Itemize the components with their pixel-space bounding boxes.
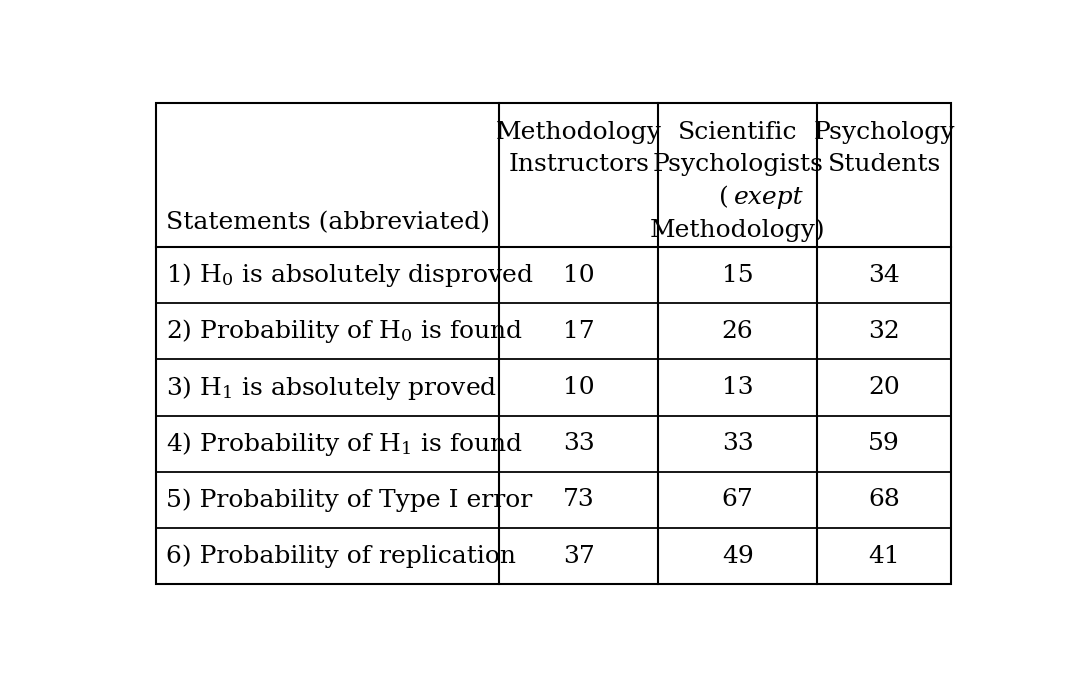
Text: 10: 10	[563, 376, 594, 399]
Text: 5) Probability of Type I error: 5) Probability of Type I error	[166, 488, 532, 512]
Text: 1) $\mathregular{H_0}$ is absolutely disproved: 1) $\mathregular{H_0}$ is absolutely dis…	[166, 261, 534, 289]
Text: exept: exept	[733, 186, 804, 209]
Text: 33: 33	[721, 432, 754, 455]
Text: 6) Probability of replication: 6) Probability of replication	[166, 545, 516, 568]
Text: 33: 33	[563, 432, 594, 455]
Text: Instructors: Instructors	[509, 153, 649, 176]
Text: 34: 34	[868, 264, 900, 287]
Text: 49: 49	[721, 545, 754, 568]
Text: Students: Students	[827, 153, 941, 176]
Text: 59: 59	[868, 432, 900, 455]
Text: Statements (abbreviated): Statements (abbreviated)	[166, 211, 490, 234]
Text: 20: 20	[868, 376, 900, 399]
Text: 32: 32	[868, 320, 900, 343]
Text: Psychologists: Psychologists	[652, 153, 823, 176]
Text: Scientific: Scientific	[678, 121, 797, 144]
Text: Methodology): Methodology)	[650, 218, 825, 242]
Text: 67: 67	[721, 488, 754, 511]
Text: 68: 68	[868, 488, 900, 511]
Text: 15: 15	[721, 264, 754, 287]
Text: (: (	[718, 186, 733, 209]
Text: 4) Probability of $\mathregular{H_1}$ is found: 4) Probability of $\mathregular{H_1}$ is…	[166, 430, 523, 458]
Text: 26: 26	[721, 320, 754, 343]
Text: Psychology: Psychology	[813, 121, 955, 144]
Text: 37: 37	[563, 545, 594, 568]
Text: 3) $\mathregular{H_1}$ is absolutely proved: 3) $\mathregular{H_1}$ is absolutely pro…	[166, 373, 497, 402]
Text: 2) Probability of $\mathregular{H_0}$ is found: 2) Probability of $\mathregular{H_0}$ is…	[166, 318, 523, 345]
Text: 10: 10	[563, 264, 594, 287]
Text: 41: 41	[868, 545, 900, 568]
Text: 73: 73	[563, 488, 594, 511]
Text: 13: 13	[721, 376, 754, 399]
Text: Methodology: Methodology	[496, 121, 662, 144]
Text: 17: 17	[563, 320, 594, 343]
